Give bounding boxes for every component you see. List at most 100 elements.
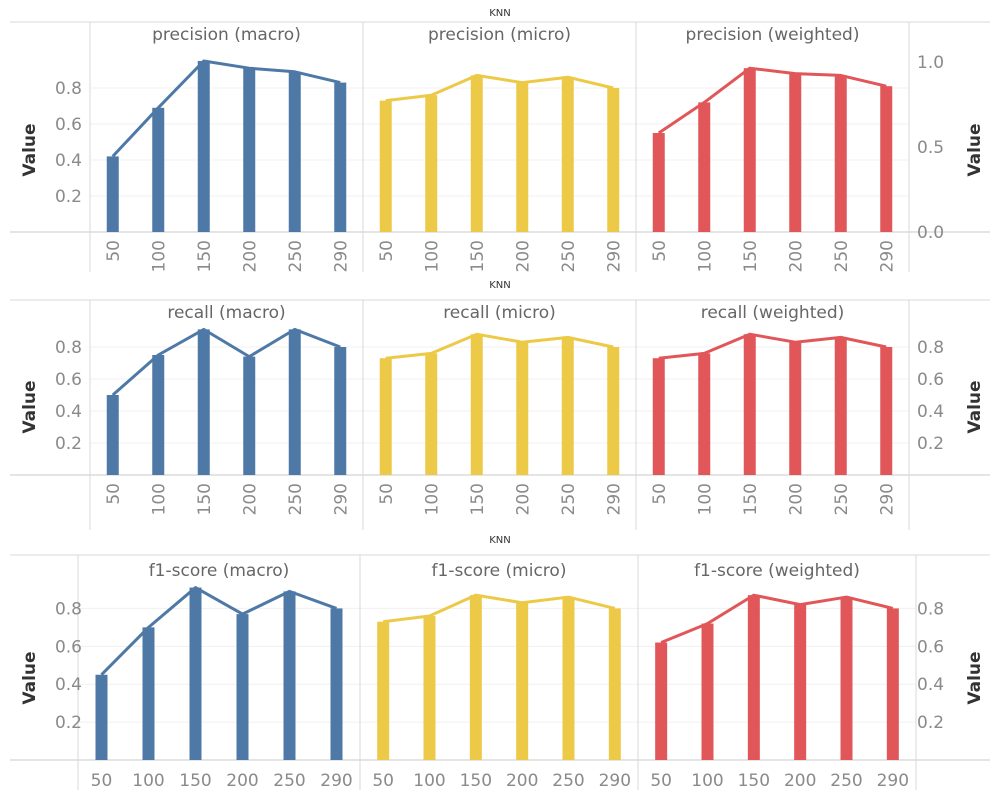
y-axis-label-left-0: Value: [20, 123, 40, 176]
x-tick-0-0-3: 200: [240, 240, 260, 272]
bar-0-2-5: [880, 86, 893, 232]
y-tick-right-2-1: 0.4: [917, 675, 944, 695]
bar-0-0-0: [106, 156, 119, 232]
bar-2-2-4: [840, 597, 853, 760]
x-tick-0-0-4: 250: [286, 240, 306, 272]
bar-1-1-3: [516, 342, 529, 475]
panel-title-1-1: recall (micro): [443, 303, 556, 323]
bar-0-0-5: [334, 82, 347, 232]
x-tick-2-1-1: 100: [413, 771, 445, 791]
bar-2-1-0: [377, 621, 390, 760]
bar-2-2-5: [886, 608, 899, 760]
series-line-1-1: [385, 332, 614, 360]
y-tick-left-0-0: 0.2: [55, 187, 82, 207]
bar-1-0-4: [288, 329, 301, 475]
bar-0-2-1: [698, 102, 711, 233]
group-title-1: KNN: [489, 280, 511, 291]
x-tick-0-1-1: 100: [422, 240, 442, 272]
x-tick-2-2-5: 290: [877, 771, 909, 791]
bar-0-2-3: [789, 73, 802, 232]
x-tick-2-2-2: 150: [738, 771, 770, 791]
x-tick-1-1-5: 290: [604, 483, 624, 515]
y-tick-right-0-0: 0.0: [917, 223, 944, 243]
bar-0-1-3: [516, 82, 529, 232]
panel-title-0-1: precision (micro): [428, 25, 571, 45]
x-tick-0-1-3: 200: [513, 240, 533, 272]
x-tick-2-2-3: 200: [784, 771, 816, 791]
panel-title-2-2: f1-score (weighted): [694, 561, 860, 581]
bar-1-1-1: [425, 353, 438, 475]
x-tick-2-2-4: 250: [830, 771, 862, 791]
x-tick-2-1-5: 290: [599, 771, 631, 791]
y-tick-left-0-3: 0.8: [55, 79, 82, 99]
bar-1-0-2: [197, 329, 210, 475]
x-tick-1-0-5: 290: [331, 483, 351, 515]
bar-2-0-3: [236, 614, 249, 760]
y-tick-left-1-2: 0.6: [55, 370, 82, 390]
y-tick-left-0-1: 0.4: [55, 151, 82, 171]
x-tick-2-0-1: 100: [132, 771, 164, 791]
y-axis-label-right-2: Value: [965, 651, 985, 704]
x-tick-1-2-2: 150: [741, 483, 761, 515]
y-axis-label-left-2: Value: [20, 651, 40, 704]
group-title-2: KNN: [489, 535, 511, 546]
y-tick-right-1-3: 0.8: [917, 338, 944, 358]
bar-0-0-2: [197, 61, 210, 232]
x-tick-0-2-0: 50: [650, 240, 670, 262]
x-tick-1-0-2: 150: [195, 483, 215, 515]
panel-title-1-2: recall (weighted): [701, 303, 845, 323]
bar-0-2-2: [743, 68, 756, 232]
y-tick-right-1-0: 0.2: [917, 434, 944, 454]
y-tick-left-1-1: 0.4: [55, 402, 82, 422]
panel-title-0-0: precision (macro): [152, 25, 301, 45]
x-tick-1-2-4: 250: [832, 483, 852, 515]
x-tick-1-1-4: 250: [559, 483, 579, 515]
x-tick-1-2-3: 200: [786, 483, 806, 515]
bar-2-0-1: [142, 627, 155, 760]
x-tick-0-2-2: 150: [741, 240, 761, 272]
y-tick-left-1-0: 0.2: [55, 434, 82, 454]
x-tick-1-0-4: 250: [286, 483, 306, 515]
x-tick-0-2-3: 200: [786, 240, 806, 272]
bar-2-2-1: [701, 623, 714, 760]
bar-2-1-1: [423, 616, 436, 760]
bar-0-0-4: [288, 71, 301, 232]
x-tick-2-2-0: 50: [650, 771, 672, 791]
y-tick-left-2-0: 0.2: [55, 713, 82, 733]
x-tick-1-1-3: 200: [513, 483, 533, 515]
bar-1-1-2: [470, 334, 483, 475]
series-line-2-0: [100, 586, 338, 676]
bar-0-0-1: [152, 107, 165, 232]
bar-2-0-4: [283, 591, 296, 760]
x-tick-0-0-0: 50: [104, 240, 124, 262]
series-line-1-0: [111, 327, 341, 397]
series-line-0-1: [385, 73, 614, 103]
x-tick-1-2-1: 100: [695, 483, 715, 515]
x-tick-0-2-4: 250: [832, 240, 852, 272]
y-tick-right-0-1: 0.5: [917, 138, 944, 158]
bar-1-2-3: [789, 342, 802, 475]
bar-0-2-0: [652, 133, 665, 232]
x-tick-1-0-1: 100: [149, 483, 169, 515]
x-tick-1-1-2: 150: [468, 483, 488, 515]
bar-2-0-0: [95, 674, 108, 760]
x-tick-2-2-1: 100: [691, 771, 723, 791]
x-tick-1-1-1: 100: [422, 483, 442, 515]
series-line-0-0: [111, 59, 341, 158]
x-tick-2-0-5: 290: [320, 771, 352, 791]
bar-1-1-4: [561, 337, 574, 475]
series-line-2-1: [382, 593, 616, 624]
y-tick-right-1-1: 0.4: [917, 402, 944, 422]
x-tick-0-2-5: 290: [877, 240, 897, 272]
x-tick-2-1-0: 50: [372, 771, 394, 791]
x-tick-0-1-4: 250: [559, 240, 579, 272]
x-tick-0-0-2: 150: [195, 240, 215, 272]
x-tick-2-0-4: 250: [273, 771, 305, 791]
bar-1-0-5: [334, 347, 347, 475]
bar-2-1-5: [608, 608, 621, 760]
x-tick-1-0-0: 50: [104, 483, 124, 505]
bar-0-1-1: [425, 95, 438, 232]
y-tick-left-1-3: 0.8: [55, 338, 82, 358]
